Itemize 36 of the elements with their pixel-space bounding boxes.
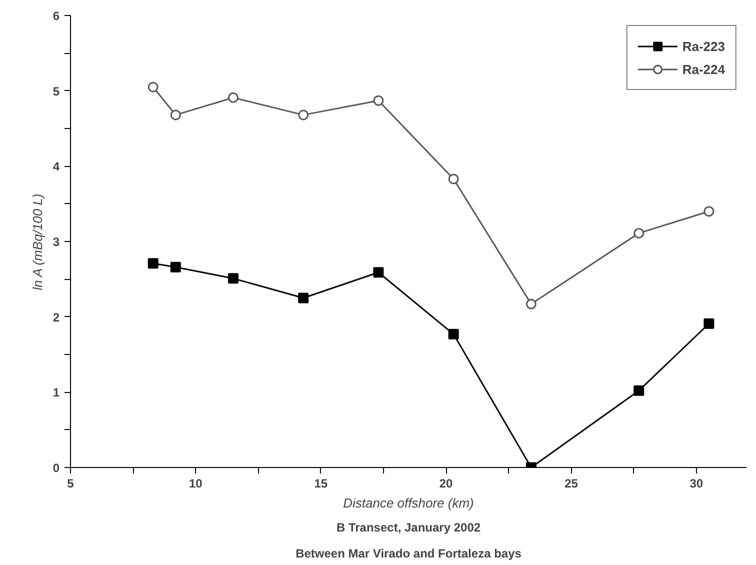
text: Between Mar Virado and Fortaleza bays <box>296 546 522 560</box>
point <box>298 292 309 304</box>
x-tick-label: 25 <box>564 476 578 490</box>
x-tick-label: 10 <box>189 476 203 490</box>
y-tick-label: 3 <box>52 235 60 249</box>
legend-label: Ra-223 <box>682 38 725 54</box>
point <box>373 267 384 278</box>
y-tick-label: 1 <box>52 386 60 400</box>
x-tick-label: 30 <box>690 476 704 490</box>
point <box>448 328 459 340</box>
y-tick-label: 4 <box>52 160 60 174</box>
point <box>148 82 158 92</box>
x-tick-label: 20 <box>439 476 454 490</box>
point <box>704 318 714 329</box>
point <box>634 385 644 396</box>
point <box>170 110 181 120</box>
y-tick-label: 6 <box>52 9 60 23</box>
point <box>148 258 158 269</box>
x-tick-label: 15 <box>314 476 328 490</box>
y-tick-label: 5 <box>52 84 60 98</box>
point <box>228 92 238 103</box>
point <box>373 95 384 106</box>
y-tick-label: 0 <box>52 461 60 475</box>
legend-label: Ra-224 <box>682 62 725 76</box>
x-axis-title: Distance offshore (km) <box>343 496 474 510</box>
y-axis-title: ln A (mBq/100 L) <box>30 194 45 290</box>
point <box>170 262 181 272</box>
point <box>526 298 536 310</box>
point <box>634 228 644 238</box>
point <box>228 273 238 284</box>
y-tick-label: 2 <box>52 310 60 324</box>
x-tick-label: 5 <box>67 476 74 490</box>
point <box>298 110 309 120</box>
text: B Transect, January 2002 <box>336 520 481 534</box>
point <box>704 206 714 217</box>
point <box>448 174 459 184</box>
